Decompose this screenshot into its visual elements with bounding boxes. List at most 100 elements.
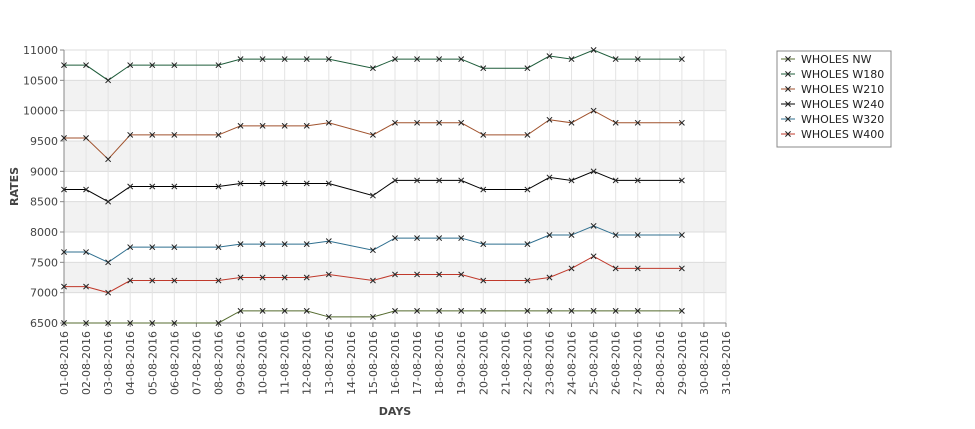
data-point-marker <box>171 244 178 251</box>
x-tick-labels: 01-08-2016 02-08-2016 03-08-2016 04-08-2016… <box>58 323 733 395</box>
x-tick-label: 30-08-2016 <box>698 331 711 395</box>
legend-marker <box>785 56 791 62</box>
data-point-marker <box>414 235 421 242</box>
data-point-marker <box>237 56 244 63</box>
data-point-marker <box>127 320 134 326</box>
data-point-marker <box>127 62 134 69</box>
data-point-marker <box>480 65 487 72</box>
data-point-marker <box>414 119 421 126</box>
data-point-marker <box>149 277 156 284</box>
data-point-marker <box>369 247 376 254</box>
legend: WHOLES NW WHOLES W180 WHOLES W210 WHOLES W2… <box>776 50 892 148</box>
data-point-marker <box>369 131 376 138</box>
series-wholes-w180 <box>61 47 685 84</box>
data-point-marker <box>590 168 597 175</box>
data-point-marker <box>215 277 222 284</box>
data-point-marker <box>436 177 443 184</box>
legend-marker <box>785 116 791 122</box>
data-point-marker <box>83 249 90 255</box>
data-point-marker <box>281 122 288 129</box>
series-wholes-nw <box>61 307 685 326</box>
data-point-marker <box>215 183 222 190</box>
data-point-marker <box>436 271 443 278</box>
data-point-marker <box>259 241 266 248</box>
x-tick-label: 29-08-2016 <box>676 331 689 395</box>
data-point-marker <box>546 116 553 123</box>
x-tick-label: 26-08-2016 <box>610 331 623 395</box>
legend-label: WHOLES W180 <box>801 68 884 81</box>
data-point-marker <box>392 56 398 63</box>
x-tick-label: 18-08-2016 <box>433 331 446 395</box>
legend-item: WHOLES NW <box>781 53 872 66</box>
y-tick-label: 6500 <box>30 317 58 330</box>
data-point-marker <box>590 107 597 114</box>
data-point-marker <box>524 277 531 284</box>
data-point-marker <box>171 62 178 69</box>
x-tick-label: 08-08-2016 <box>212 331 225 395</box>
legend-label: WHOLES NW <box>801 53 872 66</box>
legend-item: WHOLES W320 <box>781 113 884 126</box>
data-point-marker <box>678 232 685 238</box>
x-tick-label: 13-08-2016 <box>323 331 336 395</box>
data-point-marker <box>237 122 244 129</box>
x-tick-label: 22-08-2016 <box>521 331 534 395</box>
data-point-marker <box>678 307 685 314</box>
data-point-marker <box>612 307 619 314</box>
x-tick-label: 16-08-2016 <box>389 331 402 395</box>
data-point-marker <box>83 320 90 326</box>
data-point-marker <box>303 180 310 187</box>
series-wholes-w320 <box>61 222 685 266</box>
data-point-marker <box>524 241 531 248</box>
y-tick-label: 9000 <box>30 165 58 178</box>
data-point-marker <box>414 307 421 314</box>
series-wholes-w240 <box>61 168 685 205</box>
legend-box <box>776 50 892 148</box>
data-point-marker <box>83 62 90 69</box>
legend-item: WHOLES W240 <box>781 98 884 111</box>
x-tick-label: 23-08-2016 <box>543 331 556 395</box>
data-point-marker <box>590 47 597 53</box>
legend-marker <box>785 86 791 92</box>
data-point-marker <box>215 320 222 326</box>
series-lines <box>61 47 685 326</box>
data-point-marker <box>281 180 288 187</box>
x-tick-label: 24-08-2016 <box>566 331 579 395</box>
data-point-marker <box>105 198 112 205</box>
data-point-marker <box>546 232 553 238</box>
data-point-marker <box>325 271 332 278</box>
data-point-marker <box>392 271 398 278</box>
x-tick-label: 20-08-2016 <box>477 331 490 395</box>
data-point-marker <box>215 62 222 69</box>
x-tick-label: 14-08-2016 <box>345 331 358 395</box>
data-point-marker <box>61 186 67 193</box>
data-point-marker <box>612 56 619 63</box>
data-point-marker <box>414 177 421 184</box>
legend-marker <box>785 101 791 107</box>
x-tick-label: 11-08-2016 <box>279 331 292 395</box>
data-point-marker <box>678 265 685 272</box>
y-tick-label: 8000 <box>30 226 58 239</box>
data-point-marker <box>524 307 531 314</box>
data-point-marker <box>215 244 222 251</box>
data-point-marker <box>392 177 398 184</box>
data-point-marker <box>105 289 112 296</box>
data-point-marker <box>171 131 178 138</box>
x-tick-label: 12-08-2016 <box>301 331 314 395</box>
data-point-marker <box>237 180 244 187</box>
data-point-marker <box>83 135 90 141</box>
data-point-marker <box>171 320 178 326</box>
legend-item: WHOLES W180 <box>781 68 884 81</box>
data-point-marker <box>568 232 575 238</box>
data-point-marker <box>436 56 443 63</box>
y-tick-label: 7500 <box>30 256 58 269</box>
data-point-marker <box>392 235 398 242</box>
data-point-marker <box>237 241 244 248</box>
y-tick-label: 7000 <box>30 287 58 300</box>
x-tick-label: 01-08-2016 <box>58 331 71 395</box>
x-tick-label: 31-08-2016 <box>720 331 733 395</box>
data-point-marker <box>436 235 443 242</box>
x-axis-title: DAYS <box>379 405 412 418</box>
data-point-marker <box>392 307 398 314</box>
y-tick-label: 8500 <box>30 196 58 209</box>
data-point-marker <box>480 307 487 314</box>
